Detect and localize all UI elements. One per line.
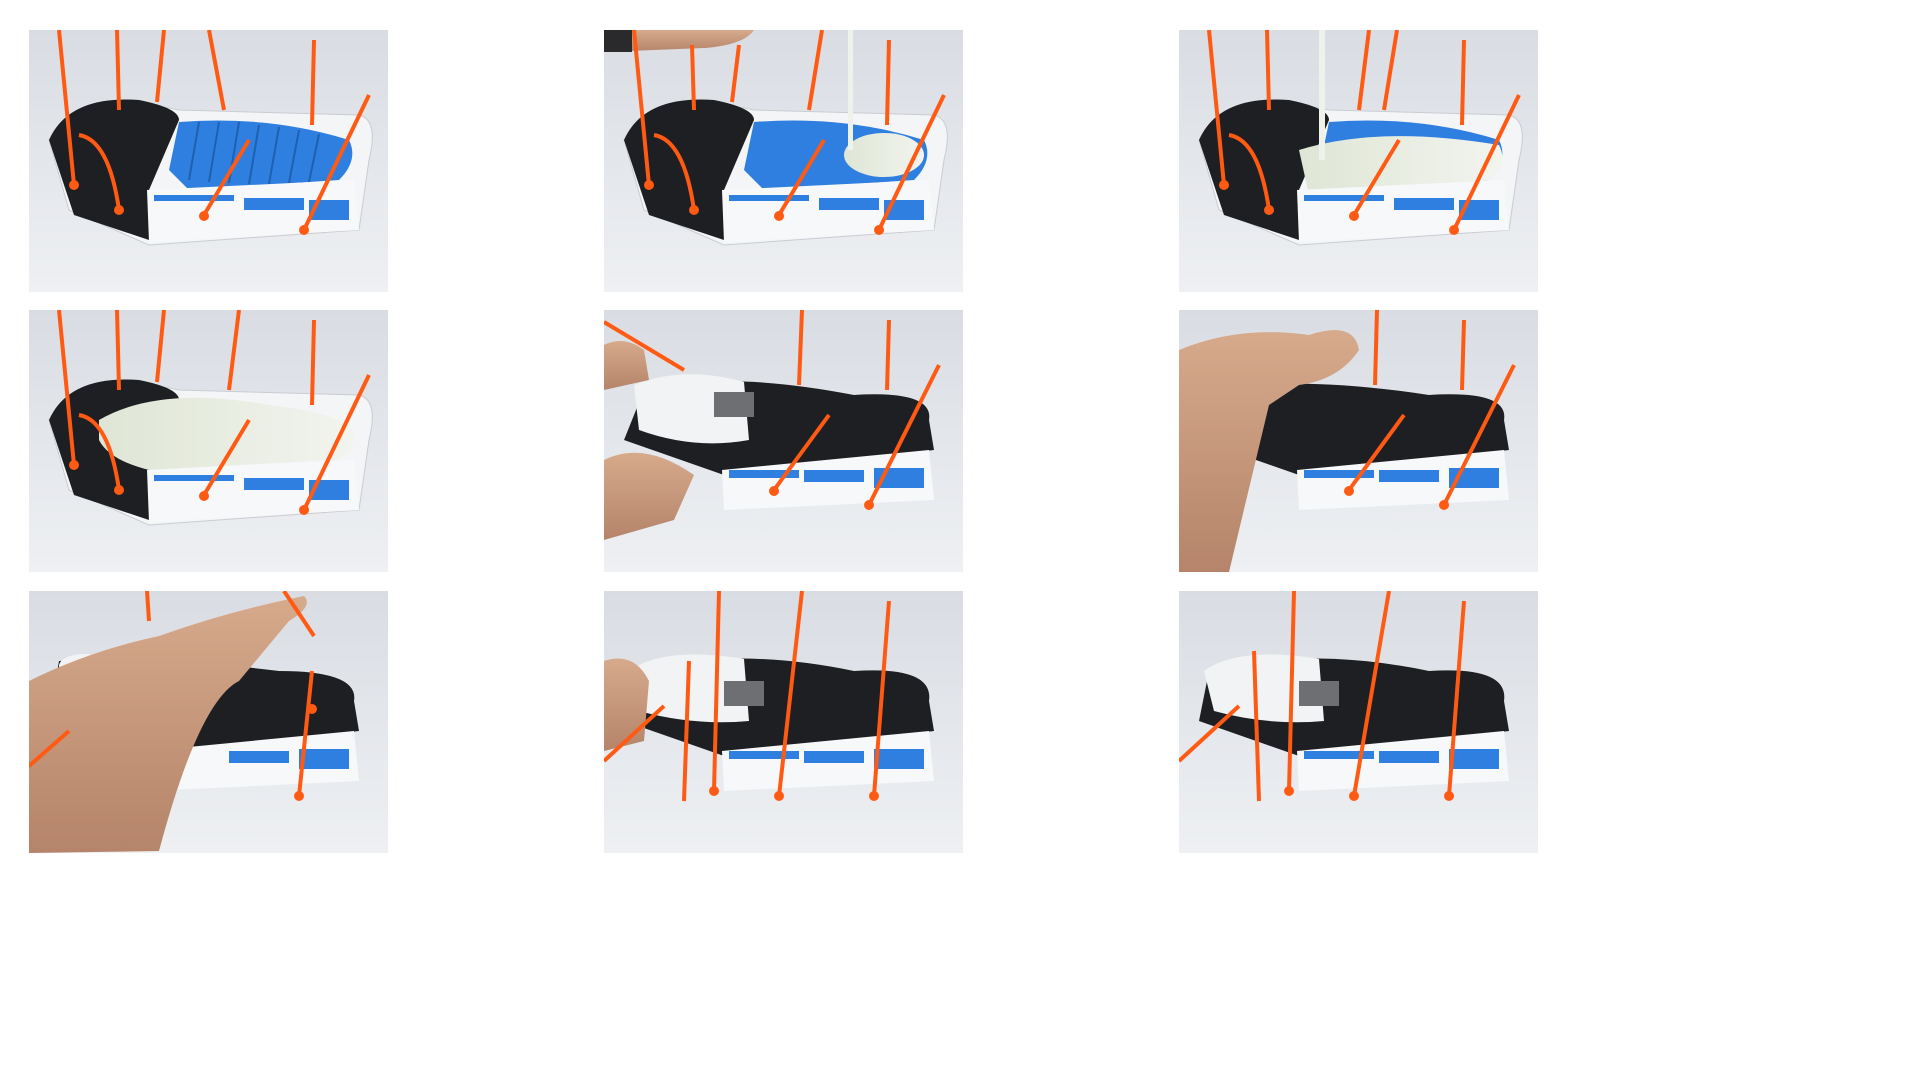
photo-pouring-progress	[1179, 30, 1538, 292]
photo-closed-mold	[1179, 591, 1538, 853]
photo-tying-straps	[29, 591, 388, 853]
photo-pressing-lid	[1179, 310, 1538, 572]
photo-filled-mold	[29, 310, 388, 572]
photo-step-5	[604, 310, 963, 572]
photo-step-4	[29, 310, 388, 572]
photo-pouring-start	[604, 30, 963, 292]
photo-empty-mold	[29, 30, 388, 292]
photo-grid	[29, 30, 1538, 853]
photo-step-2	[604, 30, 963, 292]
photo-tightening-straps	[604, 591, 963, 853]
photo-step-9	[1179, 591, 1538, 853]
photo-step-8	[604, 591, 963, 853]
photo-step-1	[29, 30, 388, 292]
photo-step-6	[1179, 310, 1538, 572]
photo-step-3	[1179, 30, 1538, 292]
photo-placing-lid	[604, 310, 963, 572]
photo-step-7	[29, 591, 388, 853]
